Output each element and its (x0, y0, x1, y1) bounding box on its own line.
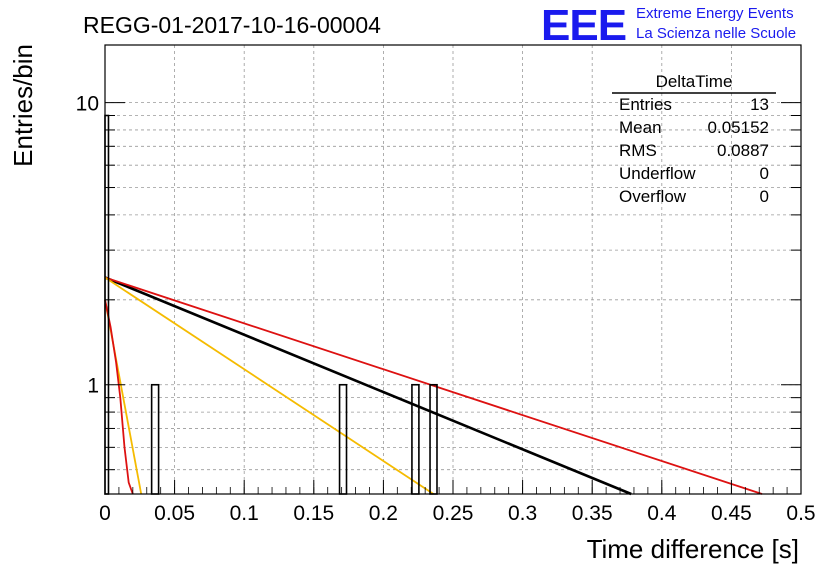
x-tick-label: 0.15 (293, 502, 334, 525)
stats-value-overflow: 0 (760, 187, 769, 206)
x-axis-label: Time difference [s] (587, 534, 799, 564)
y-tick-label: 1 (87, 375, 99, 398)
histogram-bar-4 (411, 383, 420, 495)
fit-curve-3 (104, 276, 434, 495)
x-tick-label: 0 (99, 502, 111, 525)
stats-value-entries: 13 (750, 95, 769, 114)
y-tick-label: 10 (76, 93, 99, 116)
stats-label-underflow: Underflow (619, 164, 696, 183)
stats-value-rms: 0.0887 (717, 141, 769, 160)
histogram-bar-3 (338, 383, 348, 495)
x-tick-label: 0.4 (647, 502, 677, 525)
stats-value-mean: 0.05152 (708, 118, 769, 137)
stats-label-entries: Entries (619, 95, 672, 114)
fit-curves (104, 276, 763, 496)
x-axis-ticks: 0 0.05 0.1 0.15 0.2 0.25 0.3 0.35 0.4 0.45 0.5 (99, 480, 816, 525)
stats-label-rms: RMS (619, 141, 657, 160)
stats-box: DeltaTime Entries 13 Mean 0.05152 RMS 0.… (612, 72, 776, 206)
x-tick-label: 0.3 (508, 502, 537, 525)
fit-curve-2 (104, 276, 763, 495)
stats-label-mean: Mean (619, 118, 662, 137)
run-title: REGG-01-2017-10-16-00004 (83, 12, 381, 38)
logo-line-2: La Scienza nelle Scuole (636, 25, 796, 42)
grid-lines (104, 45, 802, 494)
histogram-bar-5 (429, 383, 438, 495)
logo-mark: EEE (541, 1, 626, 50)
eee-logo: EEE Extreme Energy Events La Scienza nel… (541, 1, 796, 50)
x-tick-label: 0.5 (786, 502, 815, 525)
x-tick-label: 0.2 (369, 502, 398, 525)
logo-line-1: Extreme Energy Events (636, 5, 794, 22)
fit-curve-1 (104, 276, 632, 496)
x-tick-label: 0.1 (230, 502, 259, 525)
histogram-bar-2 (150, 383, 160, 495)
stats-value-underflow: 0 (760, 164, 769, 183)
stats-label-overflow: Overflow (619, 187, 687, 206)
x-tick-label: 0.35 (572, 502, 613, 525)
x-tick-label: 0.05 (154, 502, 195, 525)
y-axis-ticks: 1 10 (76, 93, 801, 471)
x-tick-label: 0.45 (711, 502, 752, 525)
x-tick-label: 0.25 (433, 502, 474, 525)
fit-curve-5 (104, 299, 134, 495)
y-axis-label: Entries/bin (8, 44, 38, 167)
stats-title: DeltaTime (656, 72, 733, 91)
histogram-bars (104, 114, 438, 495)
